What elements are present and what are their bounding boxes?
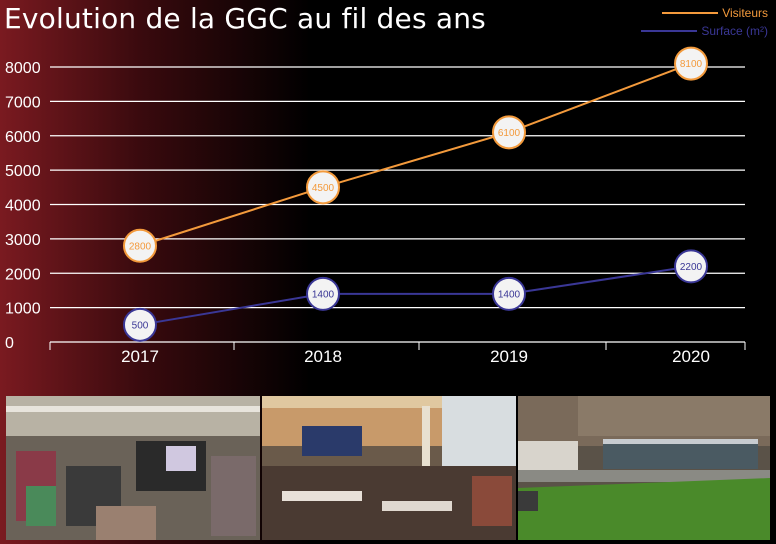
y-tick-label-6000: 6000	[5, 129, 41, 146]
data-point-0-1	[306, 170, 340, 205]
x-tick-label-2020: 2020	[672, 347, 710, 366]
line-chart: 0 1000 2000 3000 4000 5000 6000 7000 8000 2017 201…	[5, 46, 710, 366]
y-tick-label-1000: 1000	[5, 301, 41, 318]
y-tick-label-2000: 2000	[5, 266, 41, 283]
y-tick-label-3000: 3000	[5, 232, 41, 249]
series-line-1	[139, 265, 692, 326]
data-label-1-1: 1400	[312, 289, 335, 300]
data-label-0-0: 2800	[129, 241, 152, 252]
data-point-1-2	[492, 276, 526, 311]
data-label-0-2: 6100	[498, 128, 521, 139]
data-label-0-3: 8100	[680, 59, 703, 70]
y-tick-label-0: 0	[5, 335, 14, 352]
data-point-1-1	[306, 276, 340, 311]
y-tick-label-7000: 7000	[5, 94, 41, 111]
data-point-1-3	[674, 249, 708, 284]
photo-crowd-dining-area	[262, 396, 516, 540]
chart-title: Evolution de la GGC au fil des ans	[4, 2, 486, 35]
legend-swatch-visiteurs	[662, 12, 719, 14]
data-point-0-0	[123, 228, 157, 263]
y-tick-label-4000: 4000	[5, 198, 41, 215]
legend-swatch-surface	[641, 30, 698, 32]
y-tick-label-8000: 8000	[5, 60, 41, 77]
data-point-1-0	[123, 307, 157, 342]
legend-item-surface: Surface (m²)	[641, 24, 768, 38]
data-label-1-2: 1400	[498, 289, 521, 300]
x-tick-label-2018: 2018	[304, 347, 342, 366]
data-label-0-1: 4500	[312, 183, 335, 194]
chart-legend: Visiteurs Surface (m²)	[633, 6, 768, 40]
legend-label-surface: Surface (m²)	[701, 24, 768, 38]
photo-strip	[6, 396, 770, 540]
x-tick-label-2019: 2019	[490, 347, 528, 366]
series-line-0	[139, 62, 692, 247]
x-tick-label-2017: 2017	[121, 347, 159, 366]
data-point-0-3	[674, 46, 708, 81]
data-label-1-0: 500	[132, 320, 149, 331]
legend-label-visiteurs: Visiteurs	[722, 6, 768, 20]
y-tick-label-5000: 5000	[5, 163, 41, 180]
legend-item-visiteurs: Visiteurs	[662, 6, 768, 20]
data-label-1-3: 2200	[680, 262, 703, 273]
data-point-0-2	[492, 115, 526, 150]
photo-exhibition-hall-stands	[6, 396, 260, 540]
photo-building-exterior-lawn	[518, 396, 770, 540]
